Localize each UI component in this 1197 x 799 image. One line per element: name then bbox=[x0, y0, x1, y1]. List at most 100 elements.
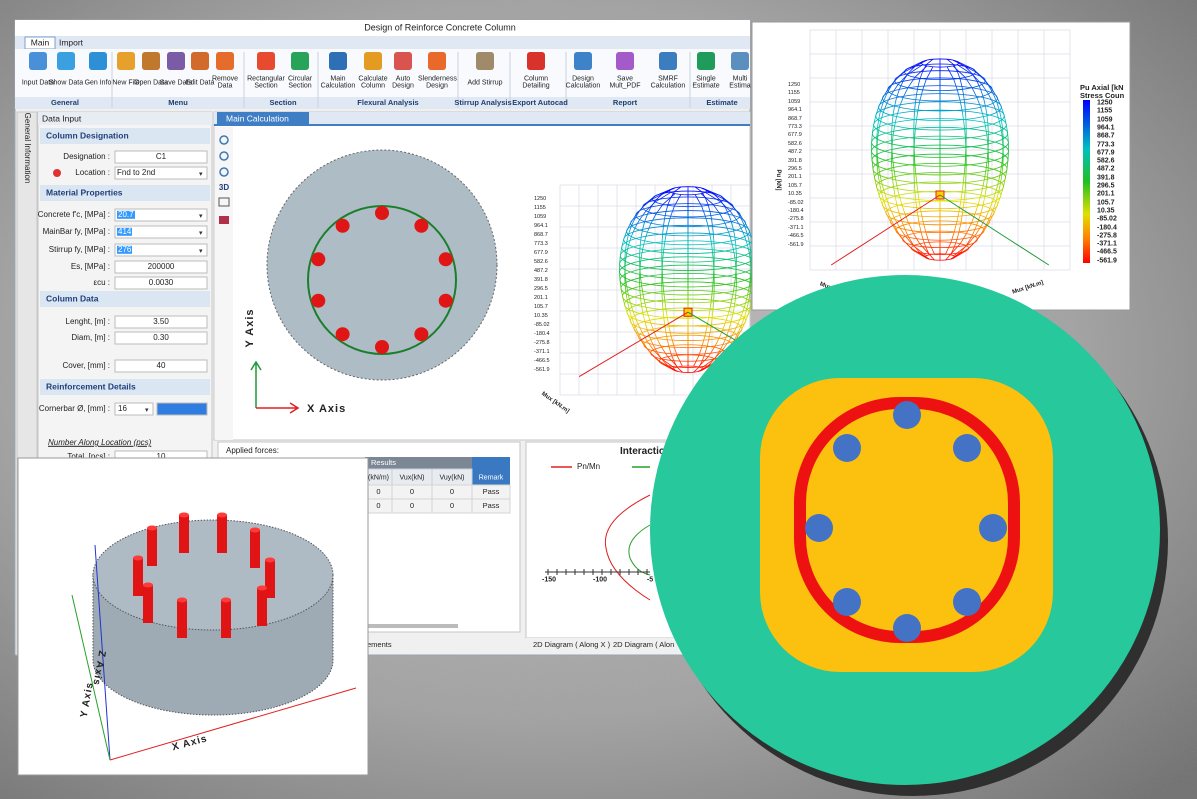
subheading: Number Along Location (pcs) bbox=[48, 437, 152, 447]
field-value[interactable]: 3.50 bbox=[153, 316, 169, 326]
column-header-label: Vuy(kN) bbox=[439, 474, 465, 482]
ribbon-button[interactable]: Edit Data bbox=[185, 79, 215, 87]
surface-meridian bbox=[953, 61, 1004, 257]
ribbon-button[interactable]: Add Stirrup bbox=[467, 79, 503, 87]
z-tick-label: 296.5 bbox=[788, 166, 802, 173]
dropdown-arrow: ▾ bbox=[199, 171, 203, 178]
ribbon-button[interactable]: Save Mult_PDF bbox=[609, 75, 641, 90]
toolbar-icon bbox=[219, 216, 229, 224]
surface-meridian bbox=[624, 188, 675, 369]
rebar-dot bbox=[893, 614, 921, 642]
ribbon-button[interactable]: Rectangular Section bbox=[247, 75, 285, 90]
colorbar-label: 105.7 bbox=[1097, 198, 1115, 206]
field-value[interactable]: 414 bbox=[117, 226, 133, 237]
field-value[interactable]: 40 bbox=[156, 360, 166, 370]
ribbon-icon bbox=[167, 52, 185, 70]
ribbon-tab[interactable]: Import bbox=[58, 37, 84, 48]
field-value[interactable]: 200000 bbox=[147, 261, 175, 271]
field-value[interactable]: C1 bbox=[155, 151, 167, 161]
rebar bbox=[438, 252, 453, 267]
ribbon-button[interactable]: Single Estimate bbox=[692, 75, 720, 90]
ribbon-button[interactable]: Main Calculation bbox=[320, 75, 356, 90]
surface-meridian bbox=[876, 61, 927, 257]
ribbon-button[interactable]: Save Data bbox=[159, 79, 193, 87]
ribbon-button[interactable]: SMRF Calculation bbox=[650, 75, 686, 90]
field-value[interactable]: 0.0030 bbox=[148, 277, 174, 287]
z-tick-label: -561.9 bbox=[788, 241, 804, 248]
colorbar-label: -561.9 bbox=[1097, 257, 1117, 265]
z-tick-label: 10.35 bbox=[788, 191, 802, 198]
column-header-label: Remark bbox=[478, 474, 504, 482]
field-value[interactable]: 20.7 bbox=[117, 209, 135, 220]
section-header bbox=[40, 379, 210, 395]
table-cell: 0 bbox=[449, 501, 455, 511]
bottom-tab[interactable]: ements bbox=[367, 640, 392, 650]
doc-tab[interactable]: Main Calculation bbox=[226, 113, 289, 124]
ribbon-button[interactable]: Multi Estima bbox=[729, 75, 751, 90]
panel-title-bar bbox=[38, 112, 212, 125]
z-tick-label: 1155 bbox=[534, 205, 546, 212]
ribbon-button[interactable]: Open Data bbox=[134, 79, 168, 87]
rebar bbox=[438, 293, 453, 308]
surface-meridian bbox=[693, 186, 715, 367]
zoom-icon bbox=[219, 151, 229, 161]
table-cell bbox=[471, 498, 511, 514]
z-tick-label: 1250 bbox=[534, 196, 547, 203]
z-tick-label: 105.7 bbox=[788, 182, 802, 189]
z-tick-label: 487.2 bbox=[534, 268, 548, 275]
ribbon-button[interactable]: Slenderness Design bbox=[418, 75, 457, 90]
ribbon-icon bbox=[57, 52, 75, 70]
ribbon-button[interactable]: Design Calculation bbox=[565, 75, 601, 90]
z-tick-label: 10.35 bbox=[534, 313, 548, 320]
ribbon-button[interactable]: Input Data bbox=[21, 79, 55, 87]
chart-tab[interactable]: 2D Diagram ( Alon bbox=[613, 640, 675, 650]
section-header-label: Column Data bbox=[46, 293, 99, 304]
column-section bbox=[266, 149, 498, 381]
ribbon-tab[interactable]: Main bbox=[30, 37, 50, 48]
colorbar-label: 391.8 bbox=[1097, 174, 1115, 182]
axis-label: X Axis bbox=[307, 403, 347, 416]
input-box bbox=[114, 331, 208, 345]
ribbon-button[interactable]: Circular Section bbox=[287, 75, 313, 90]
ribbon-button[interactable]: New File bbox=[112, 79, 140, 87]
rod bbox=[147, 528, 157, 566]
field-value[interactable]: 276 bbox=[117, 244, 133, 255]
colorbar-label: -180.4 bbox=[1097, 223, 1117, 231]
legend-label: Pn/Mn bbox=[577, 461, 601, 471]
toolbar-button[interactable]: 3D bbox=[218, 182, 230, 192]
ribbon-button[interactable]: Calculate Column bbox=[358, 75, 388, 90]
remark-header bbox=[472, 457, 510, 485]
ribbon-button[interactable]: Remove Data bbox=[211, 75, 239, 90]
surface-meridian bbox=[661, 194, 683, 373]
rebar bbox=[311, 293, 326, 308]
ribbon-button[interactable]: Show Data bbox=[48, 79, 84, 87]
chart-title: Interaction bbox=[620, 445, 672, 457]
field-value[interactable]: 0.30 bbox=[153, 332, 169, 342]
z-tick-label: -371.1 bbox=[534, 349, 550, 356]
zoom-icon bbox=[219, 135, 229, 145]
rebar bbox=[414, 218, 429, 233]
z-tick-label: 964.1 bbox=[534, 223, 548, 230]
rebar-dot bbox=[953, 434, 981, 462]
colorbar-title: Pu Axial [kN bbox=[1080, 83, 1124, 93]
field-label: Concrete f'c, [MPa] : bbox=[37, 209, 110, 219]
table-cell: 0 bbox=[376, 487, 381, 497]
ribbon-button[interactable]: Gen Info bbox=[84, 79, 112, 87]
table-cell: Pass bbox=[482, 487, 500, 497]
field-value[interactable]: 10 bbox=[156, 451, 166, 461]
field-value[interactable]: Fnd to 2nd bbox=[117, 167, 156, 177]
surface-meridian bbox=[891, 65, 930, 260]
ribbon-button[interactable]: Auto Design bbox=[392, 75, 414, 90]
surface-meridian bbox=[950, 65, 989, 260]
rod bbox=[257, 588, 267, 626]
z-tick-label: 296.5 bbox=[534, 286, 548, 293]
z-tick-label: -275.8 bbox=[788, 216, 804, 223]
field-value[interactable]: 16 bbox=[118, 403, 127, 413]
field-label: Stirrup fy, [MPa] : bbox=[48, 244, 110, 254]
ribbon-button[interactable]: Column Detailing bbox=[522, 75, 550, 90]
rebar-dot bbox=[953, 588, 981, 616]
rod-top bbox=[147, 525, 157, 531]
rod bbox=[179, 515, 189, 553]
chart-tab[interactable]: 2D Diagram ( Along X ) bbox=[533, 640, 611, 650]
